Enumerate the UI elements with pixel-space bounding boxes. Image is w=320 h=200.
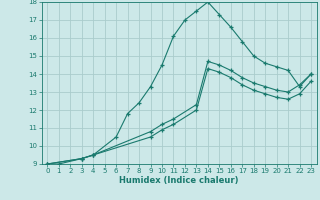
X-axis label: Humidex (Indice chaleur): Humidex (Indice chaleur) bbox=[119, 176, 239, 185]
